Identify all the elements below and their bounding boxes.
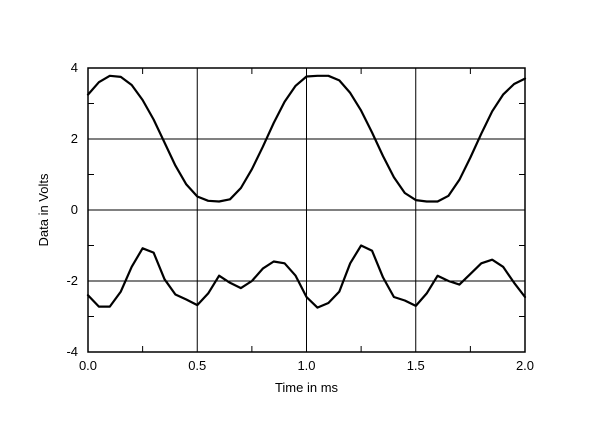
series (86, 74, 527, 309)
y-tick-label: -2 (66, 273, 78, 288)
y-tick-label: 2 (71, 131, 78, 146)
x-tick-label: 1.5 (407, 358, 425, 373)
x-tick-label: 0.0 (79, 358, 97, 373)
grid (88, 68, 525, 352)
y-tick-label: -4 (66, 344, 78, 359)
y-tick-label: 4 (71, 60, 78, 75)
series-line-2 (86, 244, 527, 309)
x-axis-label: Time in ms (275, 380, 339, 395)
x-tick-label: 1.0 (297, 358, 315, 373)
x-tick-label: 0.5 (188, 358, 206, 373)
tick-labels: 0.0 0.5 1.0 1.5 2.0 -4 -2 0 2 4 (66, 60, 534, 373)
ticks (88, 68, 525, 352)
plot-frame (87, 67, 526, 353)
y-tick-label: 0 (71, 202, 78, 217)
x-tick-label: 2.0 (516, 358, 534, 373)
series-line-1 (86, 74, 527, 203)
y-axis-label: Data in Volts (36, 173, 51, 246)
